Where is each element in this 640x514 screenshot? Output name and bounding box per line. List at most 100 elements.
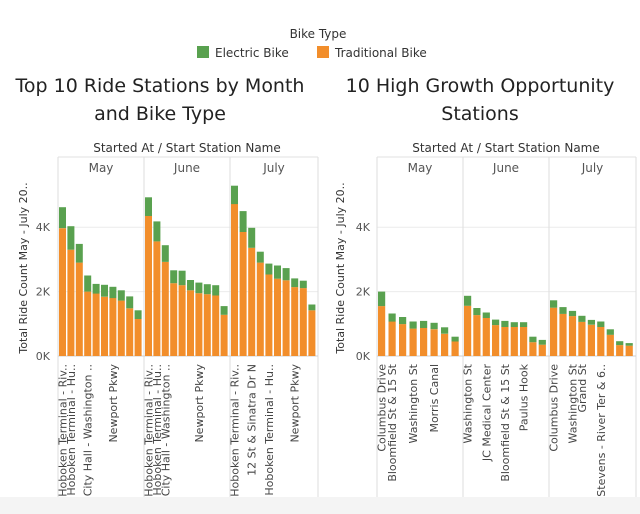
- chart2-bar-traditional-june-0: [464, 305, 472, 356]
- chart1-bar-electric-june-3: [170, 270, 178, 284]
- chart2-bar-electric-july-2: [568, 310, 577, 317]
- chart1-bar-electric-may-1: [67, 226, 75, 250]
- chart2-bar-electric-june-6: [520, 322, 528, 327]
- chart1-bar-electric-july-0: [231, 185, 238, 205]
- chart2-bar-electric-may-5: [430, 322, 438, 330]
- chart2-bar-traditional-may-1: [388, 321, 396, 356]
- chart1-bar-traditional-june-7: [203, 294, 211, 356]
- chart1-panel-header-may: May: [89, 161, 114, 175]
- chart2-bar-electric-july-5: [597, 321, 605, 327]
- chart2-bar-electric-july-3: [578, 315, 586, 322]
- chart2-y-tick-2: 4K: [356, 221, 371, 234]
- chart2-bar-electric-may-4: [420, 320, 428, 328]
- chart1-bar-electric-may-8: [126, 296, 134, 309]
- chart2-bar-electric-june-1: [473, 308, 481, 316]
- chart2-bar-traditional-july-1: [559, 313, 567, 356]
- chart1-bar-electric-june-6: [195, 282, 203, 294]
- chart2-x-tick-may-1: Bloomfield St & 15 St: [386, 363, 399, 481]
- chart2-bar-traditional-july-3: [578, 321, 586, 356]
- chart1-bar-electric-july-4: [265, 263, 273, 275]
- chart2-bar-electric-june-7: [529, 336, 537, 343]
- chart1-bar-electric-june-8: [212, 285, 220, 296]
- chart2-title-line2: Stations: [441, 103, 518, 125]
- chart1-bar-electric-july-6: [282, 268, 290, 281]
- chart1-y-axis-label: Total Ride Count May - July 20..: [17, 182, 30, 354]
- chart1-title-line1: Top 10 Ride Stations by Month: [15, 75, 305, 97]
- chart1-bar-electric-june-1: [153, 221, 161, 242]
- legend-swatch-electric: [197, 46, 209, 58]
- chart2-panel-header-june: June: [492, 161, 519, 175]
- chart1-bar-electric-july-1: [239, 211, 247, 232]
- chart2-bar-traditional-may-2: [399, 324, 407, 356]
- chart2-bar-traditional-june-7: [529, 342, 537, 356]
- chart1-bar-traditional-june-8: [212, 295, 220, 356]
- chart1-bar-electric-may-3: [84, 275, 92, 292]
- chart2-bar-electric-may-1: [388, 313, 396, 322]
- chart2-y-tick-1: 2K: [356, 286, 371, 299]
- chart1-bar-traditional-july-8: [299, 288, 307, 356]
- chart2-bar-traditional-may-0: [378, 306, 386, 356]
- chart2-bar-traditional-may-5: [430, 329, 438, 356]
- chart1-bar-electric-may-6: [109, 286, 117, 299]
- chart1-bar-electric-july-7: [291, 278, 299, 288]
- chart1-bar-electric-july-8: [299, 280, 307, 289]
- chart2-bar-traditional-july-2: [568, 316, 577, 356]
- chart1-bar-traditional-may-0: [59, 228, 66, 356]
- chart1-bar-traditional-june-5: [187, 290, 194, 356]
- chart1-x-tick-july-2: 12 St & Sinatra Dr N: [246, 364, 259, 476]
- chart2-bar-electric-may-2: [399, 317, 407, 325]
- chart1-bar-electric-may-9: [134, 310, 142, 319]
- chart1-bar-traditional-july-3: [256, 262, 264, 356]
- chart1-bar-electric-may-4: [92, 283, 100, 294]
- chart1-x-tick-july-4: Hoboken Terminal - Hu..: [263, 364, 276, 496]
- chart1-bar-traditional-may-5: [101, 296, 108, 356]
- chart1-bar-electric-may-7: [117, 290, 125, 301]
- chart2-x-tick-july-2: Washington St: [567, 363, 580, 443]
- chart2-header: Started At / Start Station Name: [412, 141, 600, 155]
- chart1-bar-traditional-may-8: [126, 308, 134, 356]
- chart1-x-tick-june-1: Hoboken Terminal - Hu..: [151, 364, 164, 496]
- chart2-x-tick-may-5: Morris Canal: [428, 364, 441, 433]
- chart2-bar-traditional-june-6: [520, 327, 528, 356]
- chart1-bar-electric-july-9: [308, 304, 316, 311]
- chart1-bar-electric-july-5: [274, 265, 281, 279]
- chart2-bar-electric-may-7: [451, 336, 459, 342]
- legend-title: Bike Type: [290, 27, 347, 41]
- chart2-panel-header-july: July: [581, 161, 604, 175]
- chart1-title-line2: and Bike Type: [94, 103, 226, 125]
- chart2-x-tick-july-5: Stevens - River Ter & 6..: [595, 364, 608, 497]
- chart1-x-tick-may-1: Hoboken Terminal - Hu..: [65, 364, 78, 496]
- legend-swatch-traditional: [317, 46, 329, 58]
- chart2-bar-traditional-may-6: [441, 333, 449, 356]
- legend-label-electric: Electric Bike: [215, 46, 289, 60]
- chart1-bar-traditional-july-5: [274, 278, 281, 356]
- chart2-bar-traditional-july-6: [606, 334, 614, 356]
- chart2-bar-traditional-july-8: [625, 345, 633, 356]
- chart1-bar-traditional-june-0: [145, 215, 152, 356]
- chart2-x-tick-may-3: Washington St: [407, 363, 420, 443]
- chart1-bar-traditional-july-7: [291, 287, 299, 356]
- chart2-y-tick-0: 0K: [356, 350, 371, 363]
- chart1-bar-traditional-may-2: [75, 262, 83, 356]
- chart1-x-tick-july-7: Newport Pkwy: [289, 364, 302, 443]
- chart2-bar-electric-july-1: [559, 307, 567, 314]
- chart2-bar-electric-july-6: [606, 329, 614, 335]
- chart2-bar-traditional-may-4: [420, 328, 428, 356]
- chart1-x-tick-may-3: City Hall - Washington ..: [82, 364, 95, 496]
- legend-label-traditional: Traditional Bike: [334, 46, 427, 60]
- chart2-x-tick-june-4: Bloomfield St & 15 St: [499, 363, 512, 481]
- chart2-bar-electric-july-7: [616, 341, 624, 346]
- bottom-strip: [0, 497, 640, 514]
- chart1-bar-traditional-july-0: [231, 204, 238, 356]
- chart2-bar-traditional-july-5: [597, 327, 605, 356]
- chart1-panel-header-june: June: [173, 161, 200, 175]
- chart1-bar-electric-july-3: [256, 251, 264, 263]
- chart1-x-tick-june-2: City Hall - Washington ..: [159, 364, 172, 496]
- chart2-bar-electric-june-2: [482, 312, 490, 318]
- chart2-x-tick-may-0: Columbus Drive: [376, 364, 389, 452]
- chart2-bar-electric-june-4: [501, 320, 509, 327]
- chart2-bar-traditional-may-3: [409, 328, 417, 356]
- chart1-bar-electric-may-0: [59, 207, 66, 229]
